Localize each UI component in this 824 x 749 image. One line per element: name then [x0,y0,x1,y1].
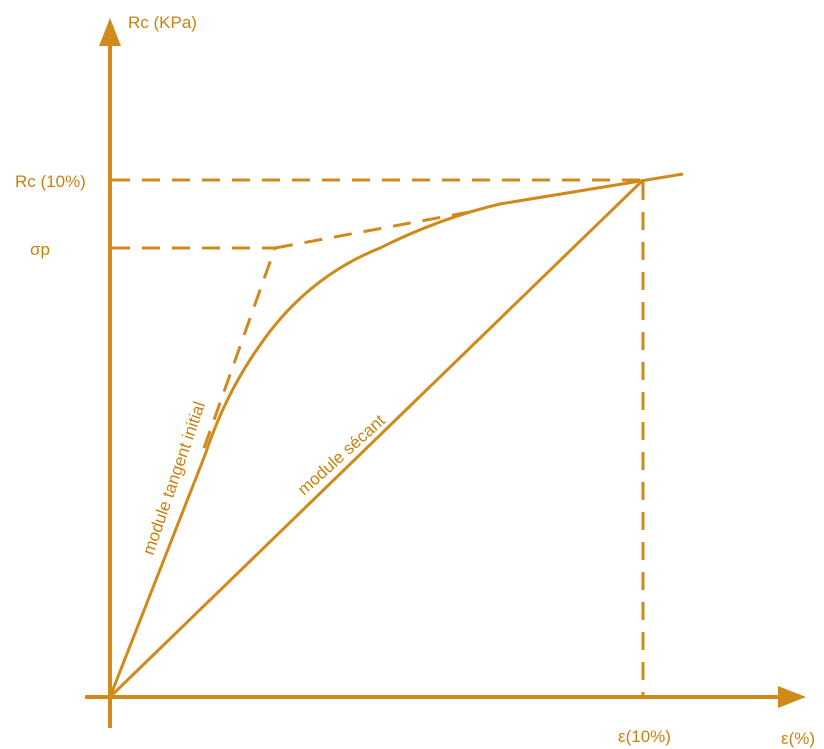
tangent-dashed-line [202,247,277,449]
x-axis-label: ε(%) [781,729,815,748]
eps10-label: ε(10%) [618,727,671,746]
y-axis-arrowhead [99,18,121,46]
sigma-p-label: σp [30,240,50,259]
y-axis-label: Rc (KPa) [128,13,197,32]
secant-modulus-label: module sécant [294,411,389,499]
stress-strain-curve [108,172,684,698]
secant-modulus-line [108,178,645,699]
upper-tangent-dashed-line [274,209,476,250]
rc10-label: Rc (10%) [15,172,86,191]
x-axis-arrowhead [778,686,806,708]
